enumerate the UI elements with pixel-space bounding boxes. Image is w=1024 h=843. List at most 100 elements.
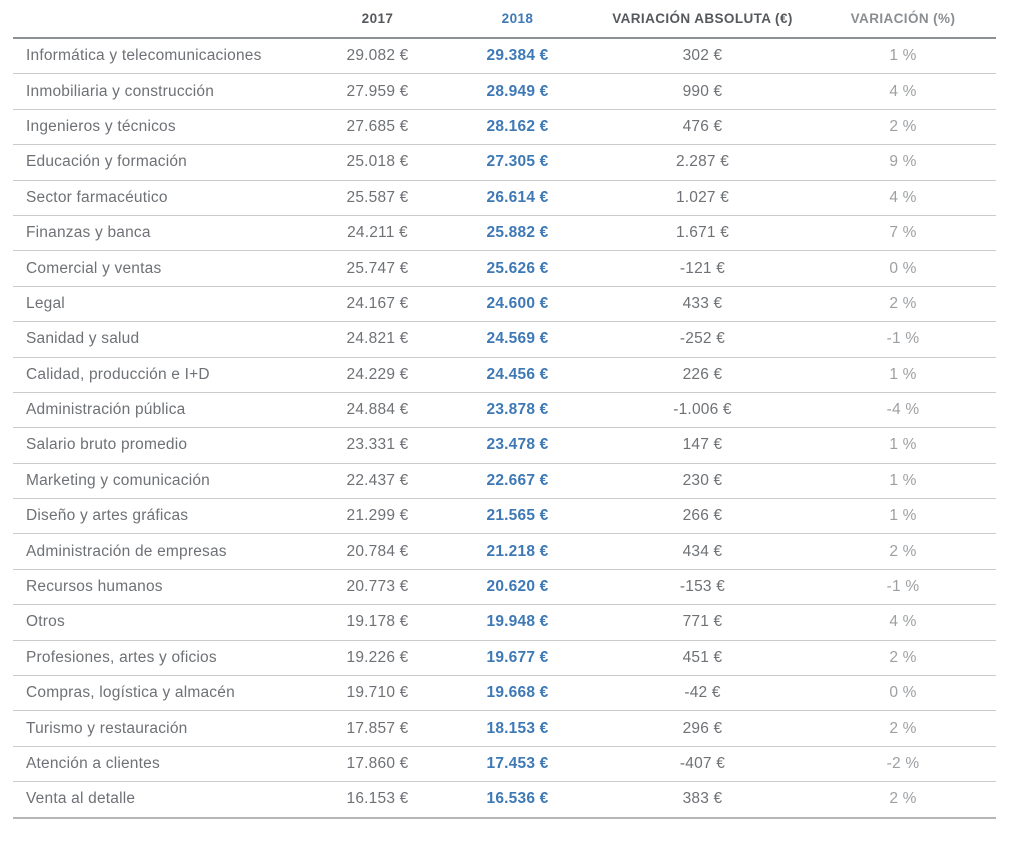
sector-name-cell: Recursos humanos	[13, 569, 315, 606]
variation-percent-cell: -4 %	[810, 392, 996, 429]
variation-percent-cell: 2 %	[810, 710, 996, 747]
table-row: Calidad, producción e I+D 24.229 € 24.45…	[13, 357, 996, 393]
variation-percent-cell: 2 %	[810, 286, 996, 323]
table-row: Sanidad y salud 24.821 € 24.569 € -252 €…	[13, 321, 996, 358]
variation-percent-cell: 9 %	[810, 144, 996, 181]
table-row: Otros 19.178 € 19.948 € 771 € 4 %	[13, 604, 996, 641]
table-row: Salario bruto promedio 23.331 € 23.478 €…	[13, 427, 996, 464]
table-row: Diseño y artes gráficas 21.299 € 21.565 …	[13, 498, 996, 535]
variation-percent-cell: 1 %	[810, 357, 996, 393]
salary-comparison-table: 2017 2018 VARIACIÓN ABSOLUTA (€) VARIACI…	[13, 0, 996, 819]
salary-2017-cell: 19.226 €	[315, 640, 440, 677]
variation-absolute-cell: 771 €	[595, 604, 810, 641]
salary-2017-cell: 20.773 €	[315, 569, 440, 606]
salary-2017-cell: 27.685 €	[315, 109, 440, 146]
salary-2018-cell: 23.878 €	[440, 392, 595, 429]
salary-2017-cell: 24.821 €	[315, 321, 440, 358]
column-header-variacion-absoluta: VARIACIÓN ABSOLUTA (€)	[595, 0, 810, 39]
salary-2017-cell: 21.299 €	[315, 498, 440, 535]
header-row: 2017 2018 VARIACIÓN ABSOLUTA (€) VARIACI…	[13, 0, 996, 39]
variation-percent-cell: 1 %	[810, 38, 996, 75]
sector-name-cell: Administración pública	[13, 392, 315, 429]
variation-absolute-cell: 990 €	[595, 73, 810, 110]
salary-2018-cell: 20.620 €	[440, 569, 595, 606]
salary-2017-cell: 19.710 €	[315, 675, 440, 712]
table-row: Inmobiliaria y construcción 27.959 € 28.…	[13, 73, 996, 110]
variation-percent-cell: 2 %	[810, 781, 996, 819]
salary-2017-cell: 25.587 €	[315, 180, 440, 216]
sector-name-cell: Turismo y restauración	[13, 710, 315, 747]
sector-name-cell: Diseño y artes gráficas	[13, 498, 315, 535]
variation-percent-cell: 4 %	[810, 180, 996, 216]
sector-name-cell: Sector farmacéutico	[13, 180, 315, 216]
variation-percent-cell: 1 %	[810, 427, 996, 464]
variation-absolute-cell: -1.006 €	[595, 392, 810, 429]
table-row: Administración pública 24.884 € 23.878 €…	[13, 392, 996, 429]
table-header: 2017 2018 VARIACIÓN ABSOLUTA (€) VARIACI…	[13, 0, 996, 39]
variation-absolute-cell: 230 €	[595, 463, 810, 500]
variation-absolute-cell: -42 €	[595, 675, 810, 712]
sector-name-cell: Calidad, producción e I+D	[13, 357, 315, 393]
salary-2018-cell: 18.153 €	[440, 710, 595, 747]
sector-name-cell: Profesiones, artes y oficios	[13, 640, 315, 677]
salary-2017-cell: 27.959 €	[315, 73, 440, 110]
table-row: Atención a clientes 17.860 € 17.453 € -4…	[13, 746, 996, 783]
salary-2017-cell: 29.082 €	[315, 38, 440, 75]
table-row: Legal 24.167 € 24.600 € 433 € 2 %	[13, 286, 996, 323]
sector-name-cell: Informática y telecomunicaciones	[13, 38, 315, 75]
variation-absolute-cell: 476 €	[595, 109, 810, 146]
sector-name-cell: Sanidad y salud	[13, 321, 315, 358]
table-row: Ingenieros y técnicos 27.685 € 28.162 € …	[13, 109, 996, 146]
variation-absolute-cell: -407 €	[595, 746, 810, 783]
salary-2018-cell: 27.305 €	[440, 144, 595, 181]
variation-percent-cell: 7 %	[810, 215, 996, 252]
salary-2018-cell: 24.600 €	[440, 286, 595, 323]
salary-2018-cell: 25.626 €	[440, 250, 595, 287]
salary-2018-cell: 21.565 €	[440, 498, 595, 535]
variation-percent-cell: -2 %	[810, 746, 996, 783]
salary-2017-cell: 25.747 €	[315, 250, 440, 287]
salary-2017-cell: 24.167 €	[315, 286, 440, 323]
sector-name-cell: Educación y formación	[13, 144, 315, 181]
salary-2017-cell: 25.018 €	[315, 144, 440, 181]
column-header-variacion-percent: VARIACIÓN (%)	[810, 0, 996, 39]
salary-2017-cell: 23.331 €	[315, 427, 440, 464]
table-row: Venta al detalle 16.153 € 16.536 € 383 €…	[13, 781, 996, 819]
variation-percent-cell: 1 %	[810, 463, 996, 500]
salary-2017-cell: 16.153 €	[315, 781, 440, 819]
salary-2018-cell: 24.569 €	[440, 321, 595, 358]
variation-absolute-cell: 383 €	[595, 781, 810, 819]
variation-absolute-cell: 226 €	[595, 357, 810, 393]
salary-2018-cell: 22.667 €	[440, 463, 595, 500]
salary-2017-cell: 19.178 €	[315, 604, 440, 641]
sector-name-cell: Atención a clientes	[13, 746, 315, 783]
salary-2017-cell: 24.884 €	[315, 392, 440, 429]
salary-2018-cell: 17.453 €	[440, 746, 595, 783]
salary-2018-cell: 25.882 €	[440, 215, 595, 252]
variation-absolute-cell: -121 €	[595, 250, 810, 287]
variation-absolute-cell: 434 €	[595, 533, 810, 570]
column-header-2017: 2017	[315, 0, 440, 39]
variation-percent-cell: -1 %	[810, 321, 996, 358]
sector-name-cell: Salario bruto promedio	[13, 427, 315, 464]
salary-2017-cell: 17.860 €	[315, 746, 440, 783]
variation-percent-cell: 2 %	[810, 533, 996, 570]
salary-2018-cell: 19.668 €	[440, 675, 595, 712]
sector-name-cell: Otros	[13, 604, 315, 641]
sector-name-cell: Ingenieros y técnicos	[13, 109, 315, 146]
variation-percent-cell: 4 %	[810, 604, 996, 641]
salary-2018-cell: 16.536 €	[440, 781, 595, 819]
table-row: Comercial y ventas 25.747 € 25.626 € -12…	[13, 250, 996, 287]
table-row: Recursos humanos 20.773 € 20.620 € -153 …	[13, 569, 996, 606]
sector-name-cell: Marketing y comunicación	[13, 463, 315, 500]
salary-2017-cell: 20.784 €	[315, 533, 440, 570]
salary-2018-cell: 23.478 €	[440, 427, 595, 464]
salary-2018-cell: 28.162 €	[440, 109, 595, 146]
sector-name-cell: Finanzas y banca	[13, 215, 315, 252]
salary-2018-cell: 19.948 €	[440, 604, 595, 641]
salary-2017-cell: 24.229 €	[315, 357, 440, 393]
table-row: Compras, logística y almacén 19.710 € 19…	[13, 675, 996, 712]
variation-absolute-cell: -153 €	[595, 569, 810, 606]
table-row: Marketing y comunicación 22.437 € 22.667…	[13, 463, 996, 500]
sector-name-cell: Legal	[13, 286, 315, 323]
